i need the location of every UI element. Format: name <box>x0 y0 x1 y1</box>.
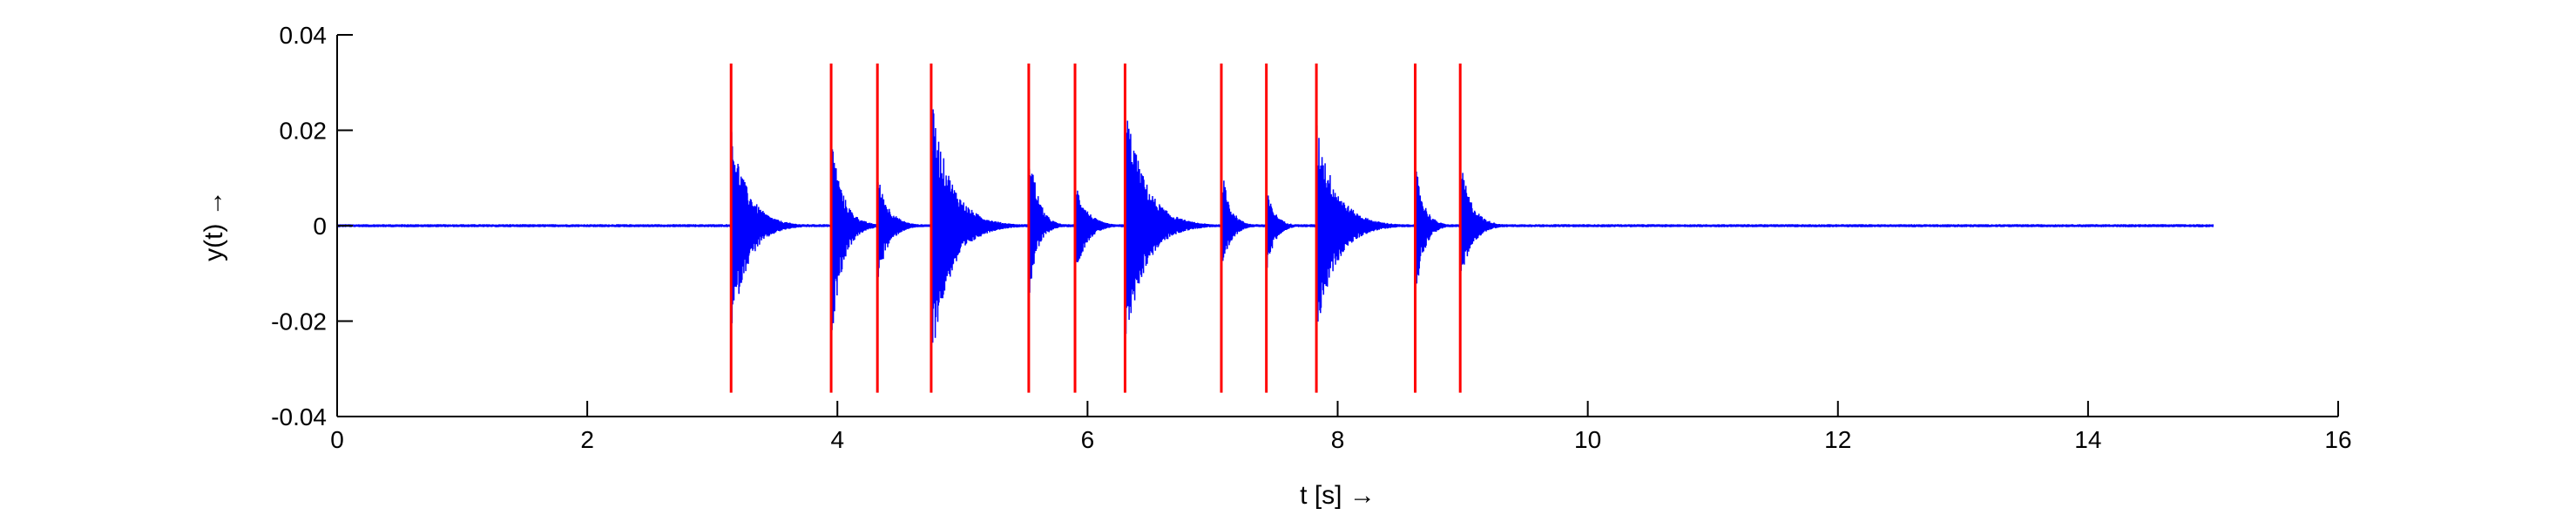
x-tick-label: 10 <box>1574 426 1601 453</box>
x-tick-label: 8 <box>1331 426 1345 453</box>
y-tick-label: 0 <box>313 213 327 240</box>
y-tick-label: -0.02 <box>271 308 327 335</box>
x-tick-label: 4 <box>830 426 844 453</box>
x-tick-label: 16 <box>2324 426 2351 453</box>
axes: 0 2 4 6 8 10 12 14 16 -0.04 -0.02 0 0.02 0.04 <box>271 22 2351 453</box>
x-tick-label: 14 <box>2074 426 2101 453</box>
onset-markers <box>729 63 1462 393</box>
x-tick-label: 6 <box>1081 426 1095 453</box>
x-tick-label: 0 <box>330 426 344 453</box>
y-axis-label: y(t) → <box>199 190 228 261</box>
x-tick-label: 2 <box>580 426 594 453</box>
x-tick-label: 12 <box>1824 426 1851 453</box>
y-tick-label: -0.04 <box>271 403 327 430</box>
x-axis-label: t [s] → <box>1300 481 1376 510</box>
signal-waveform <box>336 101 2214 343</box>
y-tick-label: 0.04 <box>280 22 328 49</box>
y-tick-label: 0.02 <box>280 118 328 145</box>
signal-line <box>336 101 2214 343</box>
